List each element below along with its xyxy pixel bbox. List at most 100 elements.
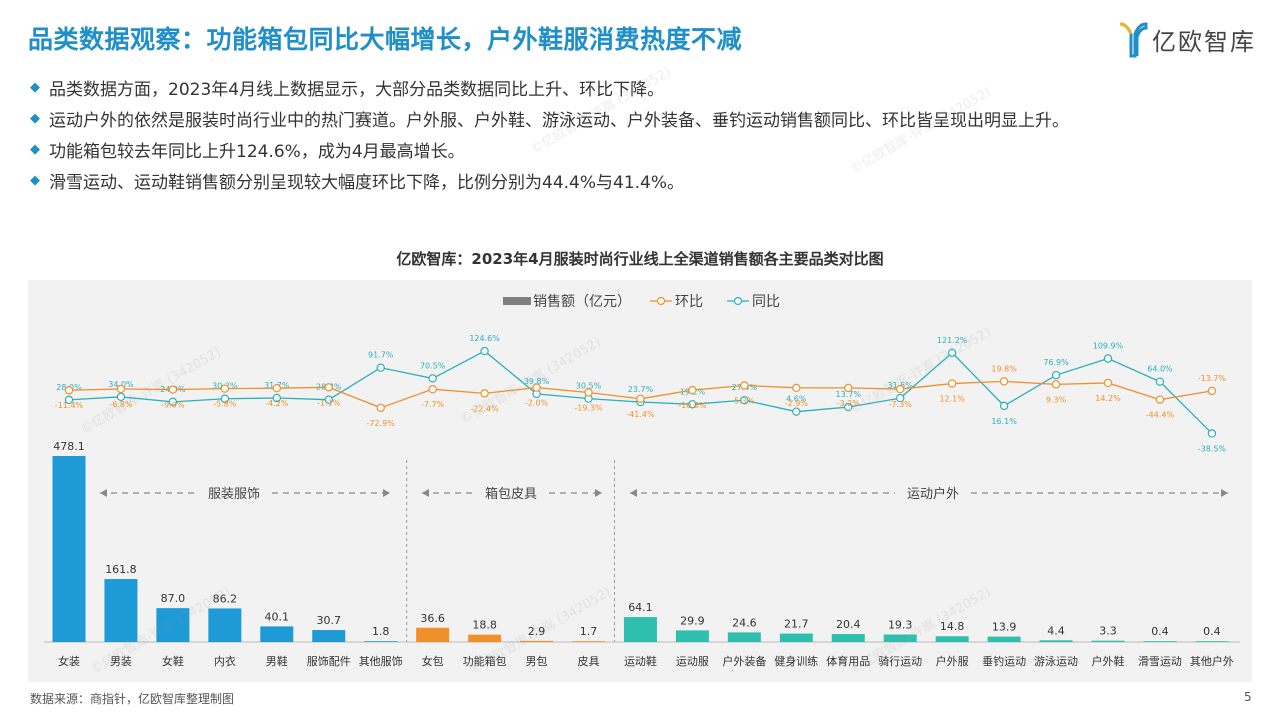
category-label: 运动鞋: [624, 654, 657, 668]
yoy-data-label: 39.8%: [524, 377, 550, 386]
mom-marker: [220, 384, 230, 393]
legend-mom-marker: [656, 296, 666, 306]
bar: [312, 630, 346, 642]
bar-value-label: 86.2: [213, 592, 238, 605]
mom-marker: [168, 385, 178, 394]
mom-data-label: -7.3%: [889, 400, 913, 409]
bar-value-label: 64.1: [628, 601, 653, 614]
yoy-data-label: 13.7%: [836, 390, 862, 399]
yoy-data-label: 64.0%: [1147, 365, 1173, 374]
yoy-data-label: 76.9%: [1043, 358, 1069, 367]
yoy-marker: [376, 363, 385, 372]
mom-marker: [896, 384, 905, 394]
yoy-marker: [740, 395, 749, 405]
bullet-item: ◆ 滑雪运动、运动鞋销售额分别呈现较大幅度环比下降，比例分别为44.4%与41.4…: [30, 165, 1069, 196]
mom-data-label: -3.2%: [837, 399, 861, 408]
legend-yoy-marker: [733, 296, 743, 306]
bar: [1039, 640, 1073, 642]
source-note: 数据来源：商指针，亿欧智库整理制图: [30, 692, 235, 706]
mom-data-label: 14.2%: [1095, 394, 1121, 403]
page-title: 品类数据观察：功能箱包同比大幅增长，户外鞋服消费热度不减: [28, 25, 743, 54]
category-label: 其他户外: [1190, 654, 1234, 668]
bullet-item: ◆ 运动户外的依然是服装时尚行业中的热门赛道。户外服、户外鞋、游泳运动、户外装备、…: [30, 103, 1069, 134]
mom-data-label: -11.4%: [55, 401, 84, 410]
mom-data-label: -22.4%: [470, 404, 499, 413]
bar-value-label: 19.3: [888, 618, 913, 631]
bar: [208, 608, 242, 642]
yoy-data-label: 23.7%: [628, 385, 654, 394]
category-label: 滑雪运动: [1138, 655, 1182, 668]
category-label: 女鞋: [162, 654, 184, 668]
bar-value-label: 40.1: [265, 610, 290, 623]
bar: [364, 641, 398, 642]
bar-value-label: 87.0: [161, 592, 186, 605]
legend-label: 销售额（亿元）: [533, 294, 631, 310]
yoy-data-label: 109.9%: [1093, 342, 1124, 351]
bar-value-label: 2.9: [528, 625, 546, 638]
mom-data-label: 9.3%: [1046, 395, 1067, 404]
bullet-text: 功能箱包较去年同比上升124.6%，成为4月最高增长。: [49, 142, 465, 162]
mom-marker: [428, 384, 437, 394]
bar: [1091, 640, 1125, 642]
bar-value-label: 14.8: [940, 620, 965, 633]
bar: [468, 634, 502, 642]
bar-value-label: 13.9: [992, 621, 1017, 634]
yoy-data-label: -38.5%: [1198, 444, 1227, 453]
yoy-data-label: 121.2%: [937, 336, 968, 345]
bar: [572, 641, 605, 642]
mom-marker: [1103, 378, 1113, 388]
bar-value-label: 18.8: [472, 619, 497, 632]
yoy-marker: [1051, 370, 1061, 380]
diamond-bullet-icon: ◆: [30, 142, 40, 157]
mom-data-label: 12.1%: [939, 395, 965, 404]
mom-data-label: -10.8%: [678, 401, 707, 410]
mom-data-label: 5.3%: [734, 396, 755, 405]
bar-value-label: 4.4: [1047, 624, 1065, 637]
mom-marker: [376, 403, 385, 412]
yoy-marker: [428, 374, 437, 383]
arrow-right-icon: [1221, 489, 1228, 497]
bar: [623, 617, 657, 642]
yoy-marker: [64, 395, 74, 405]
legend-label: 同比: [752, 294, 780, 310]
mom-data-label: -9.0%: [161, 401, 185, 410]
category-label: 女装: [58, 654, 80, 668]
logo-text: 亿欧智库: [1152, 27, 1256, 56]
mom-data-label: -41.4%: [626, 410, 655, 419]
bar: [883, 634, 917, 642]
bar-value-label: 478.1: [53, 440, 85, 453]
category-label: 内衣: [214, 654, 236, 668]
logo: 亿欧智库: [1118, 18, 1268, 60]
bar: [416, 627, 450, 642]
group-label: 箱包皮具: [485, 486, 537, 502]
yoy-marker: [480, 346, 489, 356]
category-label: 男装: [110, 655, 132, 668]
mom-marker: [584, 388, 593, 397]
arrow-right-icon: [595, 489, 602, 497]
yoy-data-label: 4.6%: [786, 395, 807, 404]
mom-data-label: -1.1%: [317, 398, 341, 407]
yoy-data-label: 91.7%: [368, 351, 394, 360]
arrow-left-icon: [630, 489, 637, 497]
category-label: 男包: [526, 655, 548, 668]
bar: [52, 456, 86, 642]
bar: [1195, 641, 1229, 642]
mom-data-label: -4.2%: [265, 399, 289, 408]
arrow-left-icon: [422, 489, 429, 497]
bar: [1143, 641, 1177, 642]
mom-data-label: -7.7%: [421, 400, 445, 409]
mom-marker: [688, 385, 697, 395]
diamond-bullet-icon: ◆: [30, 111, 40, 126]
yoy-marker: [896, 393, 905, 403]
bar: [727, 632, 761, 642]
bar-value-label: 1.8: [372, 625, 390, 638]
bar-value-label: 3.3: [1099, 625, 1117, 638]
bar-value-label: 21.7: [784, 618, 809, 631]
mom-data-label: -2.9%: [785, 399, 809, 408]
yoy-marker: [272, 393, 281, 403]
mom-marker: [324, 383, 333, 392]
bar: [831, 634, 865, 642]
mom-marker: [999, 377, 1009, 386]
bullet-text: 品类数据方面，2023年4月线上数据显示，大部分品类数据同比上升、环比下降。: [49, 80, 665, 100]
